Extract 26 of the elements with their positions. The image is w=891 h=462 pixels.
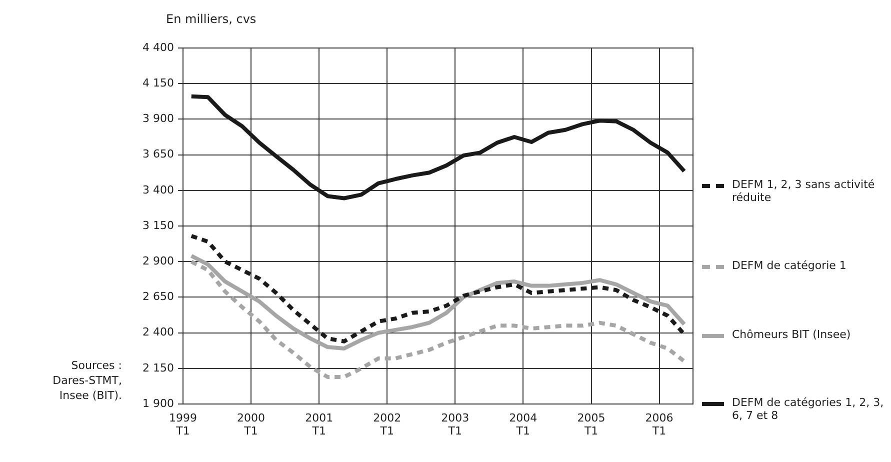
legend-label: Chômeurs BIT (Insee) (732, 328, 851, 341)
x-tick-label: 2001 T1 (305, 411, 334, 438)
y-tick-label: 4 150 (142, 76, 174, 90)
y-tick-label: 2 150 (142, 361, 174, 374)
x-tick-label: 1999 T1 (169, 411, 197, 438)
y-axis-title: En milliers, cvs (166, 12, 256, 26)
legend-label: DEFM de catégorie 1 (732, 259, 846, 272)
y-tick-label: 2 400 (142, 326, 174, 339)
y-tick-label: 2 650 (142, 290, 174, 304)
y-tick-label: 3 150 (142, 218, 174, 232)
x-tick-label: 2002 T1 (373, 411, 402, 438)
y-tick-label: 3 650 (142, 148, 174, 161)
line-series (189, 234, 686, 344)
legend-label: DEFM 1, 2, 3 sans activité réduite (732, 178, 876, 204)
x-tick-label: 2004 T1 (509, 411, 538, 438)
y-tick-label: 4 400 (142, 40, 174, 54)
y-tick-label: 2 900 (142, 254, 174, 268)
y-tick-label: 3 400 (142, 183, 174, 196)
y-tick-label: 3 900 (142, 112, 174, 126)
x-tick-label: 2000 T1 (236, 411, 265, 438)
x-tick-label: 2005 T1 (577, 411, 606, 438)
x-tick-label: 2003 T1 (441, 411, 470, 438)
source-note: Sources : Dares-STMT, Insee (BIT). (52, 358, 122, 403)
legend-label: DEFM de catégories 1, 2, 3, 6, 7 et 8 (732, 396, 885, 422)
y-tick-label: 1 900 (142, 396, 174, 410)
x-tick-label: 2006 T1 (645, 411, 674, 438)
